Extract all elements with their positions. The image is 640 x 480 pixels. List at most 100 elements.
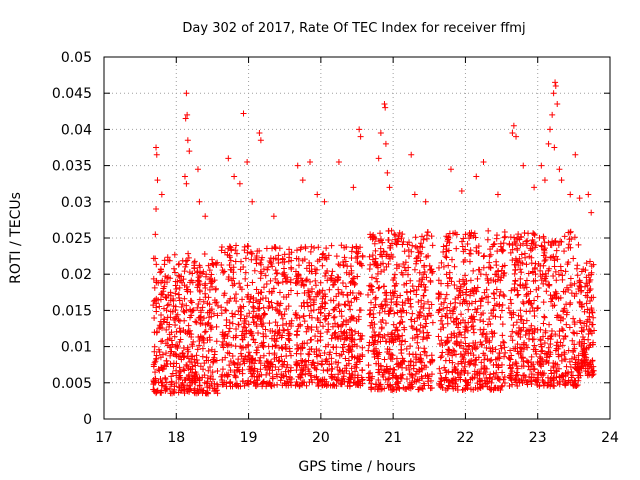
data-point xyxy=(245,321,252,328)
data-point xyxy=(293,350,300,357)
data-point xyxy=(385,384,392,391)
data-point xyxy=(462,376,469,383)
data-point xyxy=(532,260,539,267)
data-point xyxy=(371,240,378,247)
data-point xyxy=(474,385,481,392)
data-point xyxy=(180,386,187,393)
data-point xyxy=(437,383,444,390)
data-point xyxy=(309,359,316,366)
data-point xyxy=(164,336,171,343)
data-point xyxy=(542,278,549,285)
data-point xyxy=(521,372,528,379)
data-point xyxy=(523,277,530,284)
data-point xyxy=(288,320,295,327)
data-point xyxy=(412,370,419,377)
data-point xyxy=(429,268,436,275)
data-point xyxy=(214,381,221,388)
data-point xyxy=(307,302,314,309)
data-point xyxy=(269,373,276,380)
data-point xyxy=(445,247,452,254)
data-point xyxy=(489,333,496,340)
data-point xyxy=(524,359,531,366)
data-point xyxy=(521,250,528,257)
data-point xyxy=(314,360,321,367)
data-point xyxy=(279,345,286,352)
data-point xyxy=(206,337,213,344)
data-point xyxy=(511,270,518,277)
data-point xyxy=(229,310,236,317)
data-point xyxy=(318,361,325,368)
data-point xyxy=(277,300,284,307)
data-point xyxy=(172,290,179,297)
data-point xyxy=(207,364,214,371)
data-point xyxy=(285,330,292,337)
data-point xyxy=(414,244,421,251)
data-point xyxy=(287,374,294,381)
data-point xyxy=(519,299,526,306)
data-point xyxy=(164,302,171,309)
data-point xyxy=(551,302,558,309)
data-point xyxy=(399,318,406,325)
data-point xyxy=(389,329,396,336)
data-point xyxy=(559,342,566,349)
data-point xyxy=(591,327,598,334)
data-point xyxy=(424,298,431,305)
data-point xyxy=(244,249,251,256)
data-point xyxy=(501,353,508,360)
data-point xyxy=(472,345,479,352)
data-point xyxy=(180,307,187,314)
data-point xyxy=(424,228,431,235)
data-point xyxy=(264,266,271,273)
data-point xyxy=(212,286,219,293)
data-point xyxy=(449,352,456,359)
data-point xyxy=(279,382,286,389)
data-point xyxy=(313,351,320,358)
data-point xyxy=(181,295,188,302)
data-point xyxy=(172,343,179,350)
data-point xyxy=(555,351,562,358)
data-point xyxy=(381,356,388,363)
data-point xyxy=(354,381,361,388)
data-point xyxy=(341,244,348,251)
data-point xyxy=(562,333,569,340)
data-point xyxy=(335,261,342,268)
data-point xyxy=(275,280,282,287)
data-point xyxy=(349,290,356,297)
data-point xyxy=(169,341,176,348)
data-point xyxy=(572,361,579,368)
data-point xyxy=(345,376,352,383)
data-point xyxy=(239,296,246,303)
data-point xyxy=(272,267,279,274)
data-point xyxy=(164,254,171,261)
data-point xyxy=(321,350,328,357)
data-point xyxy=(467,376,474,383)
data-point xyxy=(152,255,159,262)
data-point xyxy=(439,321,446,328)
data-point xyxy=(443,271,450,278)
data-point xyxy=(241,382,248,389)
data-point xyxy=(467,232,474,239)
data-point xyxy=(579,351,586,358)
outlier-point xyxy=(422,198,429,205)
data-point xyxy=(253,260,260,267)
data-point xyxy=(523,328,530,335)
data-point xyxy=(191,258,198,265)
data-point xyxy=(416,367,423,374)
data-point xyxy=(305,292,312,299)
data-point xyxy=(298,357,305,364)
data-point xyxy=(470,267,477,274)
data-point xyxy=(194,304,201,311)
outlier-point xyxy=(572,151,579,158)
data-point xyxy=(466,258,473,265)
data-point xyxy=(474,275,481,282)
data-point xyxy=(571,293,578,300)
data-point xyxy=(189,307,196,314)
data-point xyxy=(214,302,221,309)
data-point xyxy=(410,365,417,372)
data-point xyxy=(250,336,257,343)
data-point xyxy=(161,279,168,286)
data-point xyxy=(358,261,365,268)
data-point xyxy=(276,357,283,364)
data-point xyxy=(480,318,487,325)
data-point xyxy=(387,307,394,314)
